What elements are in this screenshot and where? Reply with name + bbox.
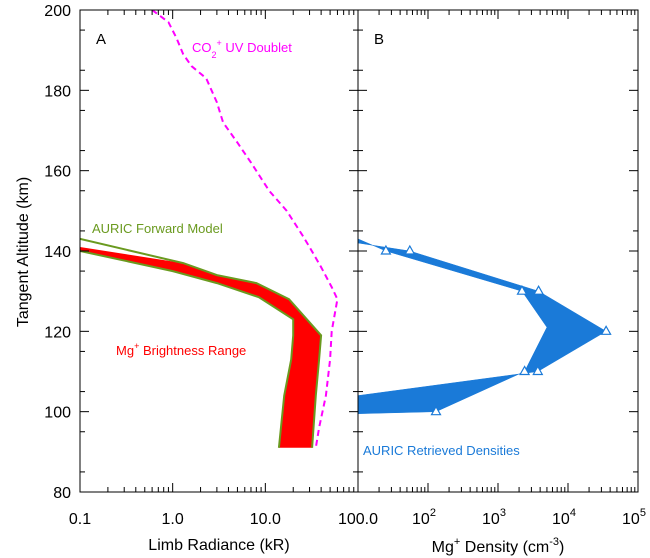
- legend-co2-uv-doublet: CO2+ UV Doublet: [192, 38, 292, 60]
- panel-a-frame: [79, 9, 359, 493]
- x-tick-label-b-exp: 5: [640, 507, 646, 519]
- y-tick-label: 120: [44, 324, 71, 341]
- panel-b-plot-area: [358, 238, 612, 416]
- density-marker: [380, 244, 392, 255]
- density-marker: [516, 284, 528, 295]
- x-title-density: Density (cm: [460, 539, 549, 556]
- y-tick-label: 100: [44, 405, 71, 422]
- legend-auric-retrieved-densities: AURIC Retrieved Densities: [363, 443, 520, 458]
- x-tick-label-b-base: 10: [622, 511, 640, 528]
- legend-mg-main: Mg: [116, 343, 134, 358]
- density-marker: [519, 365, 531, 376]
- y-tick-label: 80: [53, 485, 71, 502]
- x-tick-label-b-exp: 4: [570, 507, 576, 519]
- co2-uv-doublet-line: [151, 10, 339, 448]
- mg-brightness-band: [80, 247, 322, 448]
- panel-a-x-axis-title: Limb Radiance (kR): [148, 537, 289, 554]
- x-tick-label-b-exp: 2: [430, 507, 436, 519]
- density-marker: [532, 365, 544, 376]
- density-marker: [533, 284, 545, 295]
- y-tick-label: 140: [44, 244, 71, 261]
- x-tick-label-b-exp: 3: [500, 507, 506, 519]
- x-tick-label-a: 1.0: [162, 511, 184, 528]
- x-tick-label-b-base: 10: [412, 511, 430, 528]
- legend-co2-sup: +: [217, 38, 222, 48]
- x-tick-label-a: 100.0: [338, 511, 378, 528]
- x-tick-label-b: 102: [412, 507, 436, 528]
- legend-mg-brightness-range: Mg+ Brightness Range: [116, 341, 246, 358]
- x-tick-label-a: 10.0: [250, 511, 281, 528]
- y-axis-title: Tangent Altitude (km): [15, 177, 32, 327]
- y-tick-label: 200: [44, 3, 71, 20]
- y-tick-label: 160: [44, 164, 71, 181]
- legend-mg-sup: +: [134, 341, 139, 351]
- x-tick-label-b-base: 10: [482, 511, 500, 528]
- panel-b-ticks: 102 103 104 105: [378, 10, 646, 528]
- panel-a: 0.1 1.0 10.0 100.0 80 100 120 140 160 180 200 A AU…: [15, 3, 638, 554]
- panel-b: 102 103 104 105 B AURIC Retrieved Densities…: [357, 9, 646, 556]
- density-marker: [600, 325, 612, 335]
- legend-co2-main: CO: [192, 40, 212, 55]
- x-tick-label-b: 103: [482, 507, 506, 528]
- auric-model-line-low: [80, 250, 295, 448]
- y-tick-label: 180: [44, 83, 71, 100]
- x-tick-label-a: 0.1: [69, 511, 91, 528]
- x-title-mg: Mg: [432, 539, 454, 556]
- x-title-close: ): [559, 539, 564, 556]
- panel-a-ticks: 0.1 1.0 10.0 100.0 80 100 120 140 160 180 200: [44, 3, 638, 528]
- panel-a-plot-area: [80, 10, 339, 448]
- x-tick-label-b-base: 10: [552, 511, 570, 528]
- panel-a-letter: A: [96, 31, 106, 48]
- panel-b-letter: B: [374, 31, 384, 48]
- legend-co2-sub: 2: [212, 50, 217, 60]
- legend-mg-tail: Brightness Range: [139, 343, 246, 358]
- x-title-sup-plus: +: [454, 536, 460, 548]
- density-marker: [404, 244, 416, 255]
- panel-b-x-axis-title: Mg+ Density (cm-3): [432, 536, 565, 556]
- legend-auric-forward-model: AURIC Forward Model: [92, 221, 223, 236]
- auric-model-line-high: [80, 237, 323, 448]
- retrieved-density-band: [358, 238, 607, 414]
- density-marker: [430, 405, 442, 416]
- x-title-sup-exp: -3: [549, 536, 559, 548]
- x-tick-label-b: 105: [622, 507, 646, 528]
- legend-co2-tail: UV Doublet: [222, 40, 292, 55]
- x-tick-label-b: 104: [552, 507, 576, 528]
